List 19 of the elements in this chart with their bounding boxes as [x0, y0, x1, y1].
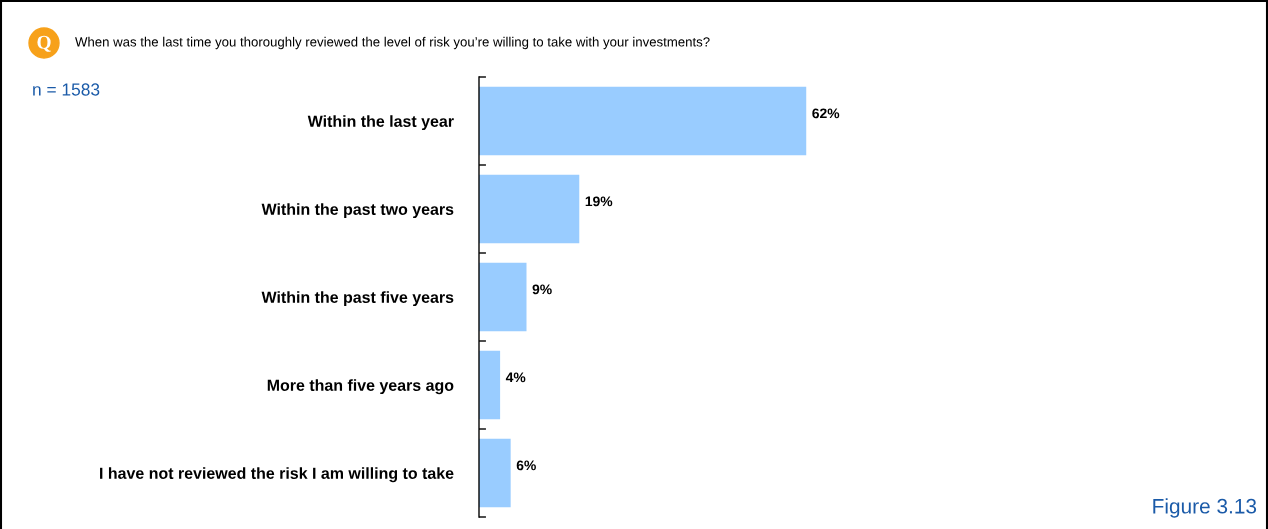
text: Q — [37, 35, 51, 52]
data-label: 4% — [505, 372, 526, 383]
bar — [479, 86, 807, 156]
caption: Figure 3.13 — [1153, 498, 1257, 518]
text: n = 1583 — [33, 83, 100, 96]
y-tick-label: Within the past two years — [261, 203, 454, 219]
bar — [479, 174, 580, 244]
y-tick-label: More than five years ago — [267, 379, 454, 395]
bar — [479, 438, 511, 508]
bar — [479, 350, 501, 420]
y-tick-label: Within the last year — [307, 115, 454, 131]
y-tick-label: Within the past five years — [261, 291, 454, 307]
chart-title: When was the last time you thoroughly reviewed the level of risk you’re willing to take with your investments? — [75, 36, 710, 50]
data-label: 6% — [516, 460, 536, 471]
data-label: 9% — [532, 284, 552, 295]
data-label: 62% — [812, 108, 840, 119]
bar — [479, 262, 527, 332]
data-label: 19% — [585, 196, 613, 207]
y-tick-label: I have not reviewed the risk I am willing to take — [100, 467, 454, 483]
